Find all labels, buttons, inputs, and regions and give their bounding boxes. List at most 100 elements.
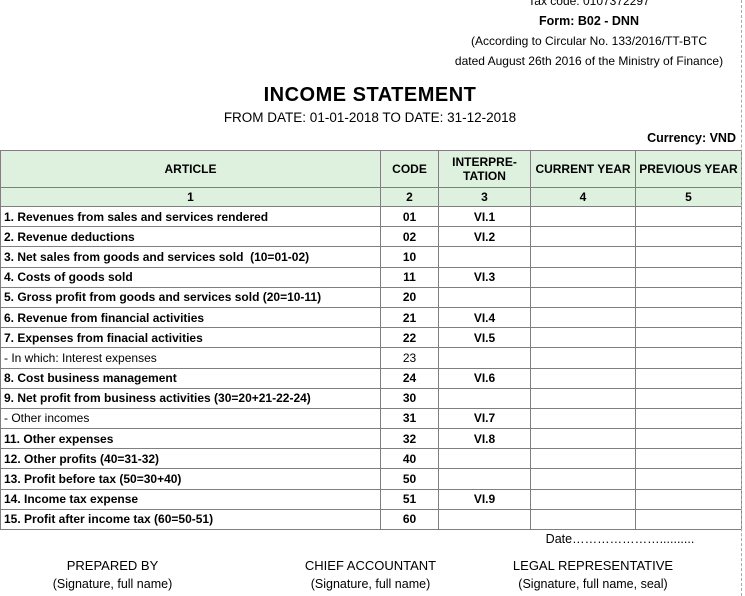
current-year-cell[interactable]	[530, 468, 636, 490]
table-row: 8. Cost business management 24 VI.6	[0, 367, 742, 389]
previous-year-cell[interactable]	[635, 266, 742, 288]
interpretation-cell: VI.1	[438, 205, 531, 228]
table-row: 1. Revenues from sales and services rend…	[0, 205, 742, 228]
table-row: 2. Revenue deductions 02 VI.2	[0, 226, 742, 248]
current-year-cell[interactable]	[530, 306, 636, 329]
form-header-block: Tax code: 0107372297 Form: B02 - DNN (Ac…	[440, 0, 738, 71]
report-date-range: FROM DATE: 01-01-2018 TO DATE: 31-12-201…	[223, 110, 517, 125]
current-year-cell[interactable]	[530, 286, 636, 308]
table-row: 9. Net profit from business activities (…	[0, 387, 742, 409]
circular-reference-line1: (According to Circular No. 133/2016/TT-B…	[470, 34, 708, 48]
page-title: INCOME STATEMENT	[263, 84, 477, 106]
code-cell: 02	[380, 226, 439, 248]
current-year-cell[interactable]	[530, 448, 636, 470]
col-header-current-year: CURRENT YEAR	[530, 150, 636, 188]
code-cell: 11	[380, 266, 439, 288]
code-cell: 40	[380, 448, 439, 470]
current-year-cell[interactable]	[530, 347, 636, 369]
interpretation-cell: VI.5	[438, 327, 531, 349]
code-cell: 21	[380, 306, 439, 329]
code-cell: 20	[380, 286, 439, 308]
previous-year-cell[interactable]	[635, 448, 742, 470]
table-row: - In which: Interest expenses 23	[0, 347, 742, 369]
table-row: 14. Income tax expense 51 VI.9	[0, 488, 742, 510]
circular-reference-line2: dated August 26th 2016 of the Ministry o…	[454, 54, 724, 68]
previous-year-cell[interactable]	[635, 226, 742, 248]
article-cell: 9. Net profit from business activities (…	[0, 387, 381, 409]
tax-code-line: Tax code: 0107372297	[528, 0, 650, 8]
table-row: 3. Net sales from goods and services sol…	[0, 246, 742, 268]
column-number: 4	[530, 187, 636, 207]
code-cell: 31	[380, 407, 439, 430]
code-cell: 50	[380, 468, 439, 490]
current-year-cell[interactable]	[530, 327, 636, 349]
interpretation-cell	[438, 286, 531, 308]
code-cell: 01	[380, 205, 439, 228]
interpretation-cell	[438, 246, 531, 268]
current-year-cell[interactable]	[530, 488, 636, 510]
article-cell: 15. Profit after income tax (60=50-51)	[0, 508, 381, 531]
article-cell: - In which: Interest expenses	[0, 347, 381, 369]
interpretation-cell: VI.6	[438, 367, 531, 389]
current-year-cell[interactable]	[530, 226, 636, 248]
interpretation-cell: VI.3	[438, 266, 531, 288]
signer-note: (Signature, full name)	[52, 577, 173, 591]
article-cell: 5. Gross profit from goods and services …	[0, 286, 381, 308]
current-year-cell[interactable]	[530, 428, 636, 450]
interpretation-cell	[438, 508, 531, 531]
article-cell: 6. Revenue from financial activities	[0, 306, 381, 329]
previous-year-cell[interactable]	[635, 205, 742, 228]
interpretation-cell	[438, 468, 531, 490]
current-year-cell[interactable]	[530, 367, 636, 389]
article-cell: 13. Profit before tax (50=30+40)	[0, 468, 381, 490]
previous-year-cell[interactable]	[635, 327, 742, 349]
current-year-cell[interactable]	[530, 246, 636, 268]
col-header-article: ARTICLE	[0, 150, 381, 188]
previous-year-cell[interactable]	[635, 367, 742, 389]
interpretation-cell: VI.7	[438, 407, 531, 430]
column-number: 1	[0, 187, 381, 207]
page-break-dashed-line	[741, 0, 742, 596]
previous-year-cell[interactable]	[635, 488, 742, 510]
signer-chief-accountant: CHIEF ACCOUNTANT (Signature, full name)	[268, 557, 473, 593]
signer-note: (Signature, full name)	[310, 577, 431, 591]
interpretation-cell: VI.4	[438, 306, 531, 329]
current-year-cell[interactable]	[530, 266, 636, 288]
current-year-cell[interactable]	[530, 205, 636, 228]
code-cell: 24	[380, 367, 439, 389]
previous-year-cell[interactable]	[635, 468, 742, 490]
col-header-code: CODE	[380, 150, 439, 188]
signer-title: PREPARED BY	[66, 558, 159, 573]
previous-year-cell[interactable]	[635, 306, 742, 329]
article-cell: 8. Cost business management	[0, 367, 381, 389]
form-number-label: Form: B02 - DNN	[538, 14, 639, 28]
col-header-interpretation: INTERPRE- TATION	[438, 150, 531, 188]
currency-label: Currency: VND	[647, 131, 736, 145]
column-number: 2	[380, 187, 439, 207]
previous-year-cell[interactable]	[635, 407, 742, 430]
previous-year-cell[interactable]	[635, 387, 742, 409]
interpretation-cell: VI.9	[438, 488, 531, 510]
interpretation-cell: VI.2	[438, 226, 531, 248]
col-header-previous-year: PREVIOUS YEAR	[635, 150, 742, 188]
article-cell: - Other incomes	[0, 407, 381, 430]
previous-year-cell[interactable]	[635, 428, 742, 450]
signer-prepared-by: PREPARED BY (Signature, full name)	[10, 557, 215, 593]
article-cell: 1. Revenues from sales and services rend…	[0, 205, 381, 228]
signer-legal-representative: LEGAL REPRESENTATIVE (Signature, full na…	[490, 557, 696, 593]
previous-year-cell[interactable]	[635, 347, 742, 369]
code-cell: 30	[380, 387, 439, 409]
previous-year-cell[interactable]	[635, 508, 742, 531]
table-row: 4. Costs of goods sold 11 VI.3	[0, 266, 742, 288]
current-year-cell[interactable]	[530, 407, 636, 430]
table-row: 15. Profit after income tax (60=50-51) 6…	[0, 508, 742, 531]
interpretation-cell	[438, 387, 531, 409]
table-row: 6. Revenue from financial activities 21 …	[0, 306, 742, 329]
column-number-row: 1 2 3 4 5	[0, 187, 742, 207]
current-year-cell[interactable]	[530, 508, 636, 531]
previous-year-cell[interactable]	[635, 246, 742, 268]
previous-year-cell[interactable]	[635, 286, 742, 308]
table-row: 5. Gross profit from goods and services …	[0, 286, 742, 308]
signer-title: LEGAL REPRESENTATIVE	[512, 558, 674, 573]
current-year-cell[interactable]	[530, 387, 636, 409]
